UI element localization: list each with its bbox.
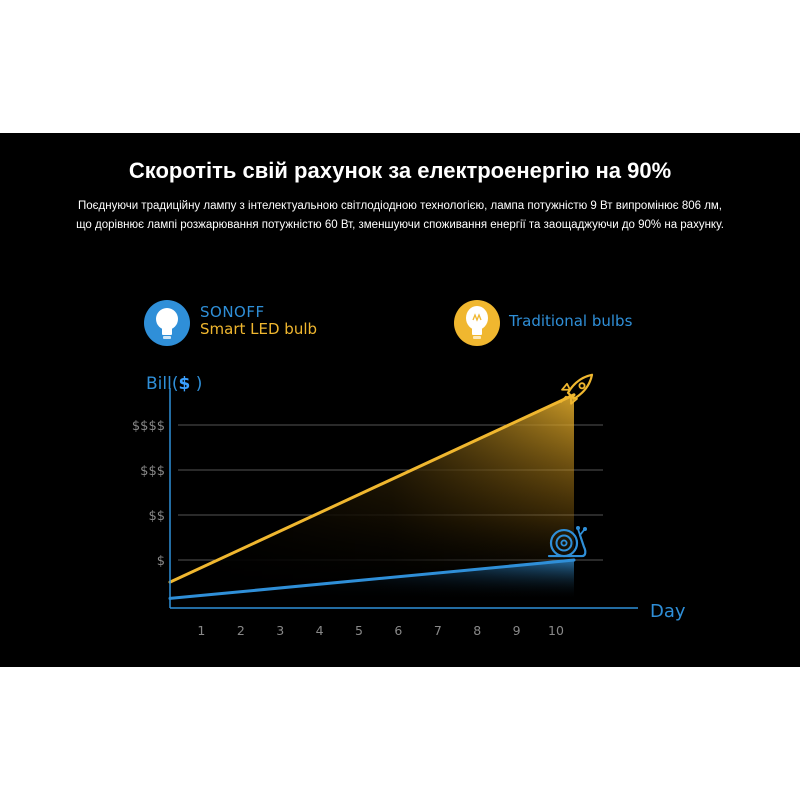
rocket-icon [560, 373, 594, 405]
y-tick-label: $$ [148, 509, 165, 524]
x-tick-label: 10 [548, 623, 564, 638]
promo-banner: Скоротіть свій рахунок за електроенергію… [0, 133, 800, 667]
description-line-2: що дорівнює лампі розжарювання потужніст… [76, 219, 724, 231]
y-tick-label: $ [157, 554, 165, 569]
x-tick-label: 9 [513, 623, 521, 638]
description-line-1: Поєднуючи традиційну лампу з інтелектуал… [77, 200, 723, 212]
x-tick-label: 7 [434, 623, 442, 638]
legend-traditional: Traditional bulbs [509, 312, 633, 330]
legend-sonoff-brand: SONOFF [200, 303, 265, 321]
x-tick-label: 2 [237, 623, 245, 638]
page-title: Скоротіть свій рахунок за електроенергію… [128, 158, 672, 183]
x-tick-label: 6 [394, 623, 402, 638]
x-tick-label: 3 [276, 623, 284, 638]
y-axis-label: Bill($ ) [146, 374, 202, 394]
x-tick-label: 5 [355, 623, 363, 638]
description: Поєднуючи традиційну лампу з інтелектуал… [40, 197, 760, 235]
incandescent-bulb-icon [454, 300, 500, 346]
series-traditional-area-fade [170, 394, 574, 600]
x-tick-label: 1 [197, 623, 205, 638]
legend-sonoff-product: Smart LED bulb [200, 320, 318, 338]
x-tick-label: 4 [316, 623, 324, 638]
x-tick-label: 8 [473, 623, 481, 638]
snail-icon [547, 526, 587, 558]
series-sonoff-line [168, 558, 576, 600]
led-bulb-icon [144, 300, 190, 346]
y-tick-label: $$$ [140, 464, 165, 479]
legend-sonoff: SONOFF Smart LED bulb [200, 304, 317, 338]
series-traditional-line [168, 393, 576, 584]
y-tick-label: $$$$ [132, 419, 165, 434]
x-axis-label: Day [650, 601, 686, 622]
